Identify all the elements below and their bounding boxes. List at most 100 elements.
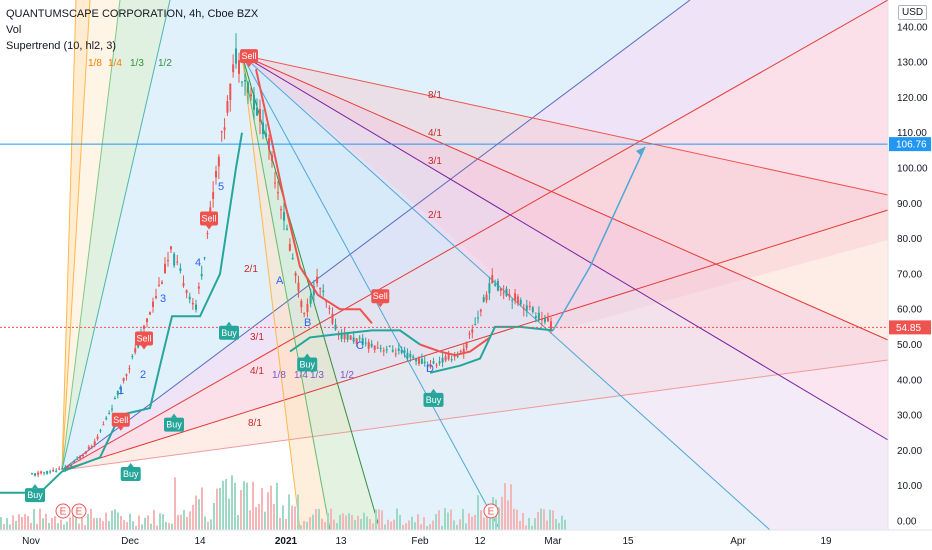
candle-body — [46, 470, 49, 474]
candle-body — [271, 155, 273, 161]
volume-bar — [438, 510, 440, 530]
x-tick-label: 13 — [335, 536, 347, 547]
fan-down-label-2: 3/1 — [428, 156, 442, 167]
volume-bar — [87, 513, 89, 530]
volume-bar — [258, 503, 260, 530]
projection-arrow-line — [552, 146, 646, 331]
candle-body — [250, 94, 252, 97]
candle-body — [294, 273, 297, 276]
volume-bar — [378, 509, 380, 530]
candle-body — [488, 283, 491, 294]
candle-body — [485, 294, 488, 301]
volume-bar — [387, 519, 389, 530]
candle-body — [277, 192, 279, 194]
volume-bar — [198, 499, 200, 530]
volume-bar — [36, 523, 38, 530]
fan-up-label-3: 1/2 — [158, 58, 172, 69]
candle-body — [173, 253, 176, 266]
supertrend-segment-0 — [0, 132, 243, 494]
volume-bar — [339, 514, 341, 530]
volume-bar — [162, 514, 164, 530]
volume-bar — [81, 517, 83, 530]
volume-bar — [279, 517, 281, 530]
earnings-marker-label: E — [60, 507, 67, 518]
y-tick-label: 70.00 — [897, 269, 922, 280]
candle-body — [511, 300, 514, 302]
candle-body — [241, 81, 243, 83]
volume-bar — [171, 523, 173, 530]
candle-body — [441, 357, 444, 363]
candle-body — [534, 316, 537, 318]
volume-bar — [330, 508, 332, 530]
volume-bar — [51, 517, 53, 530]
y-tick-label: 20.00 — [897, 446, 922, 457]
volume-bar — [75, 512, 77, 530]
candle-body — [217, 156, 220, 167]
currency-badge[interactable]: USD — [898, 5, 928, 20]
volume-bar — [336, 523, 338, 530]
volume-bar — [189, 511, 191, 530]
volume-bar — [249, 510, 251, 530]
candle-body — [352, 337, 355, 342]
volume-bar — [123, 520, 125, 530]
x-tick-label: 19 — [820, 536, 832, 547]
volume-bar — [303, 520, 305, 530]
fan-up-line-1 — [61, 0, 91, 471]
projection-arrow-head — [636, 146, 645, 156]
candle-body — [108, 413, 111, 415]
wave-label-2: 2 — [140, 369, 146, 381]
volume-bar — [30, 522, 32, 530]
candle-body — [456, 355, 459, 357]
candle-body — [499, 288, 502, 291]
candle-body — [334, 324, 337, 330]
y-tick-label: 110.00 — [897, 128, 927, 139]
candle-body — [420, 358, 423, 364]
volume-bar — [276, 482, 278, 530]
volume-bar — [147, 515, 149, 530]
volume-bar — [168, 522, 170, 530]
volume-label[interactable]: Vol — [6, 24, 22, 36]
candle-body — [206, 233, 209, 235]
volume-bar — [105, 512, 107, 530]
candle-body — [200, 274, 203, 277]
volume-bar — [225, 479, 227, 530]
supertrend-segment-2 — [289, 329, 421, 353]
volume-bar — [213, 503, 215, 530]
fan-up-label-1: 1/4 — [108, 58, 122, 69]
signal-pointer — [430, 388, 437, 393]
candle-body — [426, 365, 429, 368]
candle-body — [149, 312, 151, 315]
fan-down-label-6: 1/3 — [310, 370, 324, 381]
candle-body — [508, 294, 511, 297]
volume-bar — [216, 488, 218, 530]
volume-bar — [228, 498, 230, 530]
candle-body — [438, 361, 441, 364]
volume-bar — [363, 512, 365, 530]
candle-body — [128, 368, 131, 370]
volume-bar — [384, 524, 386, 530]
volume-bar — [426, 525, 428, 530]
volume-bar — [246, 482, 248, 530]
signal-labels: Buy Sell Buy Sell Buy Sell Buy Sell Buy Sell Buy — [25, 49, 444, 503]
volume-bar — [24, 513, 26, 530]
symbol-title[interactable]: QUANTUMSCAPE CORPORATION, 4h, Cboe BZX — [6, 8, 259, 20]
volume-bar — [459, 519, 461, 530]
volume-bar — [204, 516, 206, 530]
price-axis-background — [888, 0, 932, 550]
candle-body — [364, 342, 367, 344]
supertrend-segment-3 — [419, 336, 491, 357]
fan-up-label-6: 4/1 — [250, 366, 264, 377]
volume-bars — [0, 475, 566, 530]
earnings-marker-circle — [55, 503, 71, 519]
volume-bar — [156, 525, 158, 530]
candle-body — [406, 352, 409, 359]
volume-bar — [552, 510, 554, 530]
indicator-label[interactable]: Supertrend (10, hl2, 3) — [6, 40, 117, 52]
candle-body — [102, 424, 105, 426]
volume-bar — [399, 514, 401, 530]
price-axis: 0.00 10.00 20.00 30.00 40.00 50.00 60.00 70.00 8… — [887, 0, 932, 550]
volume-bar — [180, 514, 182, 530]
candle-body — [450, 359, 453, 361]
